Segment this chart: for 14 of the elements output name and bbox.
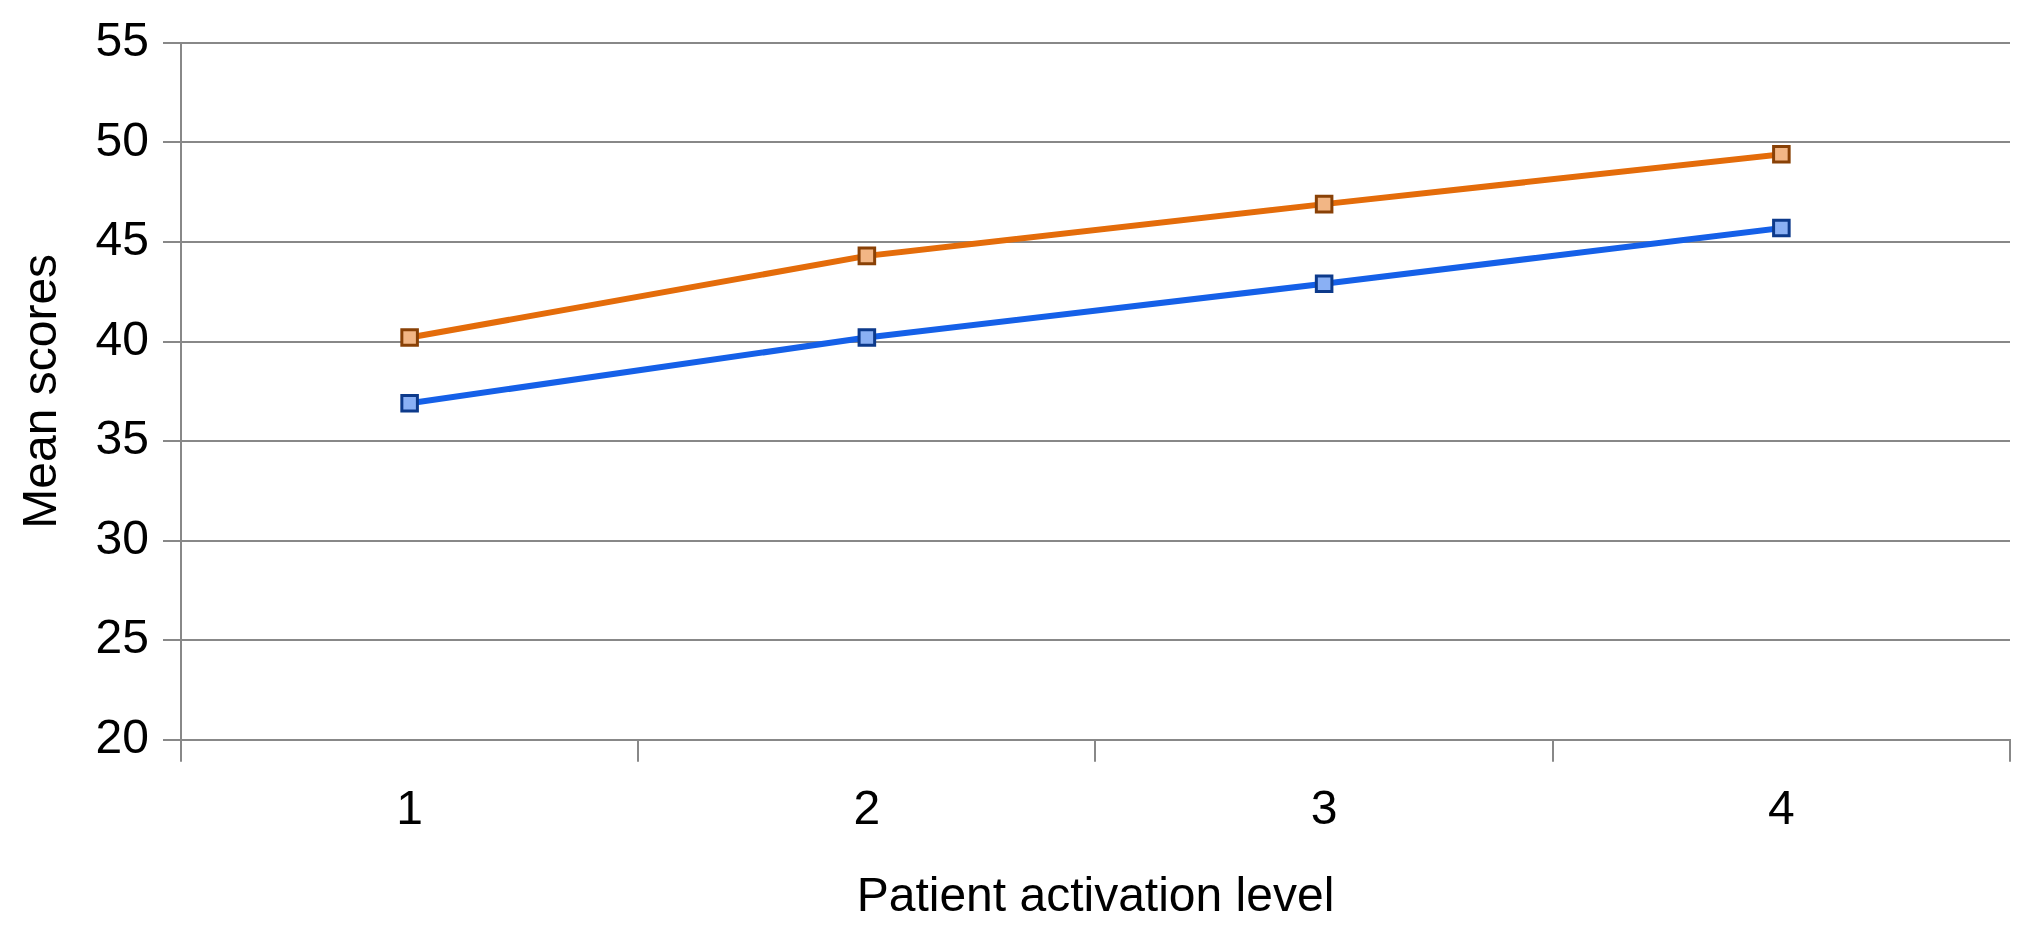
y-tick-label: 25 xyxy=(95,610,149,664)
x-axis-title: Patient activation level xyxy=(856,868,1335,922)
y-tick-label: 35 xyxy=(95,411,149,465)
y-tick-label: 20 xyxy=(95,710,149,764)
y-tick-label: 55 xyxy=(95,13,149,67)
y-tick-label: 30 xyxy=(95,510,149,564)
x-tick-label: 2 xyxy=(853,780,881,834)
y-axis-title: Mean scores xyxy=(13,253,67,529)
x-tick-label: 4 xyxy=(1768,780,1795,834)
y-tick-label: 45 xyxy=(95,212,149,266)
y-tick-label: 40 xyxy=(95,311,149,365)
x-tick-label: 3 xyxy=(1310,780,1338,834)
x-tick-label: 1 xyxy=(396,780,423,834)
y-tick-label: 50 xyxy=(95,112,149,166)
